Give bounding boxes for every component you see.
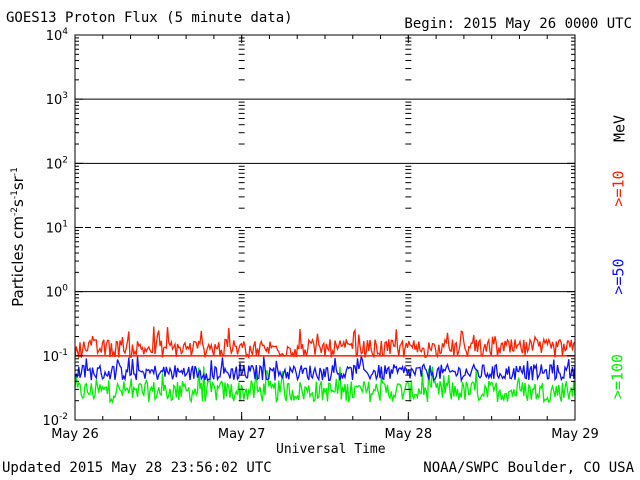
begin-time: Begin: 2015 May 26 0000 UTC [404, 16, 632, 32]
y-tick-label: 103 [46, 91, 68, 108]
y-tick-label: 104 [46, 27, 69, 44]
x-tick-label: May 29 [551, 427, 599, 442]
y-tick-label: 10-1 [42, 348, 68, 365]
legend-ge100: >=100 [608, 353, 627, 400]
x-tick-label: May 27 [218, 427, 266, 442]
chart-title: GOES13 Proton Flux (5 minute data) [6, 10, 293, 26]
x-axis-label: Universal Time [276, 442, 386, 457]
y-axis-label: Particles cm-2s-1sr-1 [9, 167, 27, 307]
series-layer [74, 326, 576, 405]
y-tick-label: 101 [46, 220, 68, 237]
plot-frame [74, 34, 576, 421]
y-tick-labels: 10-2 10-1 100 101 102 103 104 [42, 27, 68, 429]
source-credit: NOAA/SWPC Boulder, CO USA [423, 460, 634, 476]
series-line-100 [74, 366, 576, 405]
y-tick-label: 10-2 [42, 412, 68, 429]
y-tick-label: 100 [46, 284, 69, 301]
x-tick-label: May 28 [385, 427, 433, 442]
x-tick-label: May 26 [51, 427, 99, 442]
legend-unit: MeV [610, 114, 629, 143]
legend-ge10: >=10 [609, 170, 628, 207]
legend-ge50: >=50 [609, 258, 628, 295]
y-tick-label: 102 [46, 155, 68, 172]
x-tick-labels: May 26 May 27 May 28 May 29 [51, 427, 599, 442]
updated-timestamp: Updated 2015 May 28 23:56:02 UTC [2, 460, 272, 476]
series-line-50 [74, 356, 576, 384]
